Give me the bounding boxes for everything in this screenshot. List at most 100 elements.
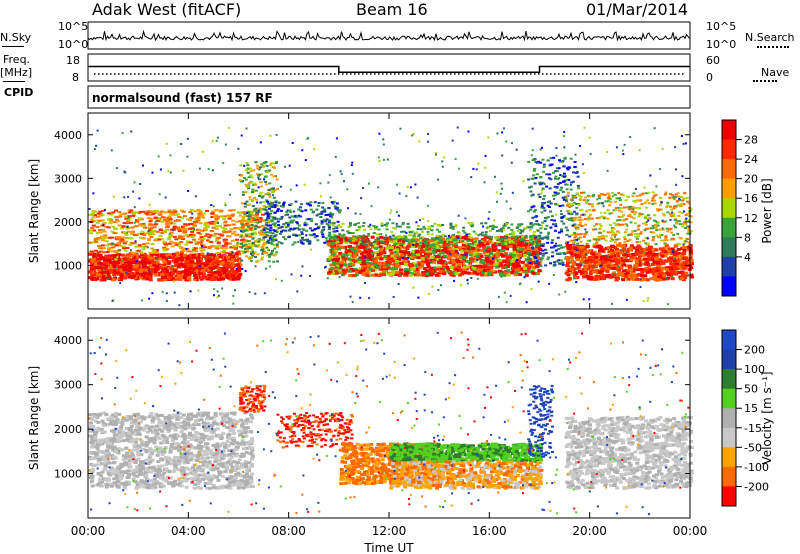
heatmap-cell bbox=[374, 259, 378, 263]
heatmap-cell bbox=[251, 199, 255, 201]
heatmap-cell bbox=[684, 256, 689, 260]
heatmap-cell bbox=[279, 209, 283, 212]
noise-panel: 10^5 10^0 10^5 10^0 bbox=[58, 20, 736, 51]
heatmap-cell bbox=[138, 270, 143, 274]
heatmap-cell bbox=[93, 259, 98, 263]
heatmap-cell bbox=[181, 248, 186, 251]
heatmap-cell bbox=[531, 247, 535, 250]
noise-ytick-bottom-right: 10^0 bbox=[706, 38, 736, 51]
heatmap-cell bbox=[237, 261, 242, 265]
heatmap-cell bbox=[462, 265, 467, 269]
heatmap-cell bbox=[330, 267, 335, 270]
heatmap-cell bbox=[495, 262, 500, 266]
heatmap-cell bbox=[170, 245, 175, 248]
heatmap-cell bbox=[420, 264, 425, 268]
heatmap-cell bbox=[215, 239, 219, 242]
heatmap-cell bbox=[581, 268, 586, 271]
heatmap-cell bbox=[205, 210, 209, 212]
heatmap-cell bbox=[689, 258, 694, 262]
heatmap-cell bbox=[109, 260, 113, 264]
heatmap-cell bbox=[90, 227, 95, 229]
heatmap-cell bbox=[654, 253, 659, 256]
heatmap-cell bbox=[90, 257, 95, 261]
heatmap-cell bbox=[447, 255, 452, 259]
heatmap-cell bbox=[260, 249, 264, 252]
heatmap-cell bbox=[349, 250, 354, 254]
heatmap-cell bbox=[247, 176, 251, 179]
heatmap-cell bbox=[640, 258, 645, 262]
heatmap-cell bbox=[88, 252, 93, 256]
heatmap-cell bbox=[185, 256, 190, 260]
heatmap-cell bbox=[662, 272, 667, 276]
heatmap-cell bbox=[102, 230, 107, 233]
heatmap-cell bbox=[400, 230, 404, 233]
heatmap-cell bbox=[265, 199, 269, 202]
heatmap-cell bbox=[562, 172, 566, 175]
heatmap-cell bbox=[376, 238, 380, 240]
heatmap-cell bbox=[425, 238, 429, 241]
heatmap-cell bbox=[458, 246, 462, 250]
heatmap-cell bbox=[214, 218, 219, 221]
heatmap-cell bbox=[256, 238, 260, 241]
heatmap-cell bbox=[98, 247, 103, 250]
heatmap-cell bbox=[622, 263, 627, 267]
heatmap-cell bbox=[115, 263, 120, 267]
heatmap-cell bbox=[139, 224, 144, 227]
heatmap-cell bbox=[284, 213, 288, 216]
heatmap-cell bbox=[429, 239, 434, 243]
heatmap-cell bbox=[191, 253, 196, 257]
heatmap-cell bbox=[551, 251, 555, 254]
heatmap-cell bbox=[545, 224, 549, 227]
heatmap-cell bbox=[408, 234, 411, 237]
heatmap-cell bbox=[513, 264, 518, 268]
heatmap-cell bbox=[364, 246, 369, 250]
heatmap-cell bbox=[581, 275, 586, 279]
heatmap-cell bbox=[238, 263, 243, 267]
heatmap-cell bbox=[394, 267, 399, 271]
heatmap-cell bbox=[568, 243, 572, 247]
heatmap-cell bbox=[363, 242, 367, 245]
heatmap-cell bbox=[635, 277, 640, 281]
heatmap-cell bbox=[288, 235, 291, 238]
heatmap-cell bbox=[611, 192, 615, 195]
heatmap-cell bbox=[521, 244, 526, 247]
heatmap-cell bbox=[513, 273, 518, 277]
heatmap-cell bbox=[535, 241, 539, 244]
heatmap-cell bbox=[548, 173, 552, 176]
heatmap-cell bbox=[491, 248, 496, 252]
heatmap-cell bbox=[328, 231, 332, 234]
heatmap-cell bbox=[379, 273, 384, 277]
heatmap-cell bbox=[378, 252, 383, 256]
heatmap-cell bbox=[532, 205, 536, 208]
heatmap-cell bbox=[418, 240, 422, 243]
heatmap-cell bbox=[330, 271, 335, 275]
heatmap-cell bbox=[643, 274, 648, 278]
heatmap-cell bbox=[185, 240, 190, 243]
heatmap-cell bbox=[162, 216, 167, 219]
heatmap-cell bbox=[390, 272, 395, 276]
heatmap-cell bbox=[206, 268, 211, 272]
heatmap-cell bbox=[118, 244, 123, 247]
heatmap-cell bbox=[183, 275, 188, 279]
heatmap-cell bbox=[640, 270, 645, 274]
heatmap-cell bbox=[331, 202, 335, 205]
heatmap-cell bbox=[264, 223, 268, 226]
heatmap-cell bbox=[499, 253, 504, 257]
heatmap-cell bbox=[155, 253, 160, 257]
heatmap-cell bbox=[410, 238, 415, 242]
heatmap-cell bbox=[460, 253, 465, 257]
heatmap-cell bbox=[474, 237, 479, 241]
heatmap-cell bbox=[634, 275, 639, 279]
heatmap-cell bbox=[533, 182, 537, 185]
heatmap-cell bbox=[659, 266, 664, 270]
heatmap-cell bbox=[139, 253, 144, 256]
heatmap-cell bbox=[561, 216, 565, 219]
heatmap-cell bbox=[289, 203, 293, 206]
heatmap-cell bbox=[100, 219, 105, 222]
heatmap-cell bbox=[166, 267, 171, 270]
heatmap-cell bbox=[355, 229, 359, 232]
heatmap-cell bbox=[491, 246, 496, 250]
heatmap-cell bbox=[143, 257, 148, 261]
heatmap-cell bbox=[517, 229, 520, 232]
heatmap-cell bbox=[248, 196, 252, 199]
